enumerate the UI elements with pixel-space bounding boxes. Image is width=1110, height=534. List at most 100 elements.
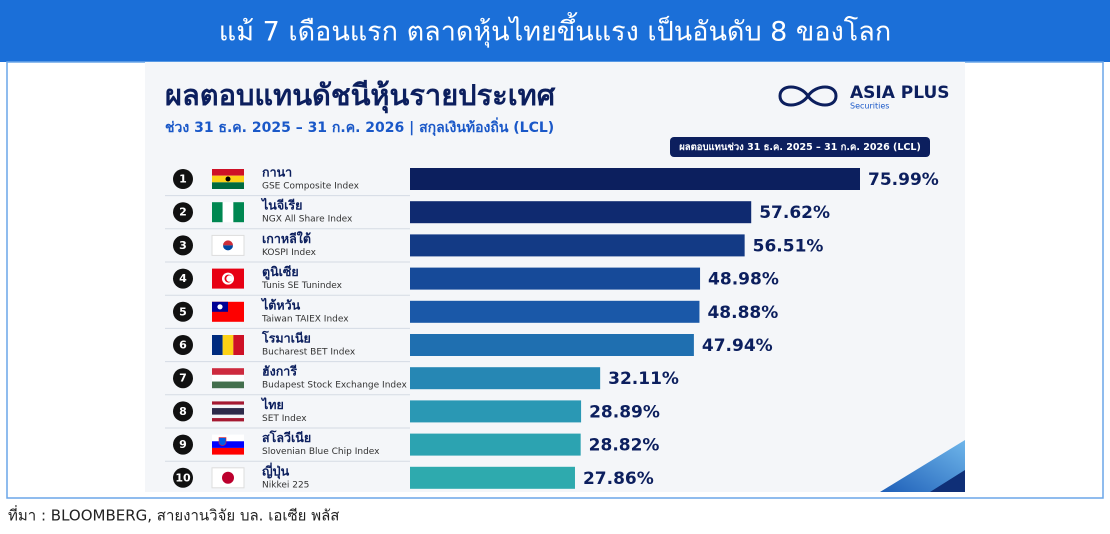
bar bbox=[410, 433, 581, 456]
rank-badge bbox=[173, 169, 193, 189]
flag-stripe bbox=[212, 401, 244, 405]
flag bbox=[212, 401, 244, 422]
flag-stripe bbox=[212, 414, 244, 419]
value-label: 28.89% bbox=[589, 402, 660, 422]
rank-label: 7 bbox=[179, 372, 187, 385]
flag-stripe bbox=[212, 418, 244, 422]
panel-swoosh-dark bbox=[930, 470, 965, 492]
flag-stripe bbox=[212, 441, 244, 448]
index-label: Bucharest BET Index bbox=[262, 348, 356, 358]
index-label: Taiwan TAIEX Index bbox=[261, 314, 349, 324]
rank-label: 5 bbox=[179, 305, 187, 318]
index-label: Nikkei 225 bbox=[262, 480, 309, 490]
index-label: SET Index bbox=[262, 414, 307, 424]
index-label: Tunis SE Tunindex bbox=[261, 281, 343, 291]
rank-badge bbox=[173, 467, 193, 488]
flag-stripe bbox=[212, 335, 223, 355]
flag bbox=[212, 202, 244, 223]
country-label: ตูนิเซีย bbox=[262, 264, 299, 280]
index-label: GSE Composite Index bbox=[262, 182, 360, 192]
bar bbox=[410, 234, 745, 257]
rank-label: 10 bbox=[175, 471, 191, 484]
rank-badge bbox=[173, 235, 193, 256]
country-label: กานา bbox=[262, 165, 292, 180]
rank-badge bbox=[173, 401, 193, 422]
country-label: สโลวีเนีย bbox=[262, 430, 311, 445]
bar bbox=[410, 168, 860, 190]
value-label: 32.11% bbox=[608, 369, 679, 389]
value-label: 56.51% bbox=[753, 236, 824, 256]
country-label: โรมาเนีย bbox=[261, 331, 311, 346]
flag-stripe bbox=[212, 447, 244, 455]
logo: ASIA PLUS Securities bbox=[778, 83, 950, 111]
flag-crescent-cut bbox=[226, 275, 233, 282]
flag-stripe bbox=[212, 404, 244, 409]
value-label: 48.88% bbox=[707, 303, 778, 323]
country-label: ไนจีเรีย bbox=[260, 198, 302, 213]
chart-subtitle: ช่วง 31 ธ.ค. 2025 – 31 ก.ค. 2026 | สกุลเ… bbox=[165, 117, 554, 136]
bar bbox=[410, 267, 701, 290]
flag bbox=[211, 467, 245, 489]
flag-stripe bbox=[233, 335, 244, 355]
country-label: ฮังการี bbox=[262, 364, 297, 379]
country-label: ไต้หวัน bbox=[260, 297, 301, 312]
panel-swoosh bbox=[880, 440, 965, 492]
flag-sun bbox=[217, 304, 223, 310]
flag-stripe bbox=[212, 408, 244, 415]
rank-label: 1 bbox=[179, 173, 187, 186]
flag bbox=[212, 434, 244, 455]
rank-badge bbox=[173, 301, 193, 322]
value-label: 47.94% bbox=[702, 336, 773, 356]
country-label: ไทย bbox=[260, 397, 284, 412]
flag-emblem bbox=[223, 240, 233, 246]
flag-emblem bbox=[223, 245, 233, 251]
bar bbox=[410, 334, 694, 356]
bar bbox=[410, 466, 575, 489]
flag-stripe bbox=[233, 202, 244, 223]
chart-title: ผลตอบแทนดัชนีหุ้นรายประเทศ bbox=[165, 78, 556, 113]
flag-stripe bbox=[212, 368, 244, 375]
index-label: KOSPI Index bbox=[262, 248, 317, 258]
flag-stripe bbox=[212, 434, 244, 442]
logo-tagline: Securities bbox=[850, 102, 889, 111]
rank-label: 3 bbox=[179, 239, 187, 252]
flag-disc bbox=[222, 471, 234, 484]
rank-label: 6 bbox=[179, 339, 187, 352]
flag bbox=[212, 169, 244, 189]
rank-label: 4 bbox=[179, 272, 187, 285]
logo-name: ASIA PLUS bbox=[850, 83, 950, 103]
bar bbox=[410, 400, 582, 423]
flag bbox=[212, 335, 244, 355]
rank-badge bbox=[173, 268, 193, 289]
rank-label: 2 bbox=[179, 206, 187, 219]
flag bbox=[212, 301, 244, 322]
country-label: เกาหลีใต้ bbox=[262, 231, 311, 246]
index-label: Slovenian Blue Chip Index bbox=[262, 447, 380, 457]
bar bbox=[410, 201, 752, 224]
bar bbox=[410, 367, 601, 390]
flag-stripe bbox=[222, 335, 234, 355]
flag-stripe bbox=[212, 202, 223, 223]
rank-label: 9 bbox=[179, 438, 187, 451]
flag-stripe bbox=[212, 182, 244, 189]
legend-box bbox=[670, 137, 930, 157]
flag bbox=[212, 368, 244, 389]
index-label: NGX All Share Index bbox=[262, 215, 353, 225]
flag-stripe bbox=[222, 202, 234, 223]
flag bbox=[211, 234, 245, 256]
rank-label: 8 bbox=[179, 405, 187, 418]
value-label: 48.98% bbox=[708, 270, 779, 290]
index-label: Budapest Stock Exchange Index bbox=[262, 381, 407, 391]
logo-mark bbox=[778, 85, 838, 107]
flag bbox=[212, 268, 244, 289]
flag-stripe bbox=[212, 169, 244, 176]
value-label: 28.82% bbox=[589, 436, 660, 456]
flag-stripe bbox=[212, 374, 244, 382]
rank-badge bbox=[173, 434, 193, 455]
bar bbox=[410, 300, 700, 323]
banner-bg bbox=[0, 0, 1110, 62]
value-label: 57.62% bbox=[759, 203, 830, 223]
value-label: 27.86% bbox=[583, 469, 654, 489]
banner-text: แม้ 7 เดือนแรก ตลาดหุ้นไทยขึ้นแรง เป็นอั… bbox=[219, 12, 891, 49]
